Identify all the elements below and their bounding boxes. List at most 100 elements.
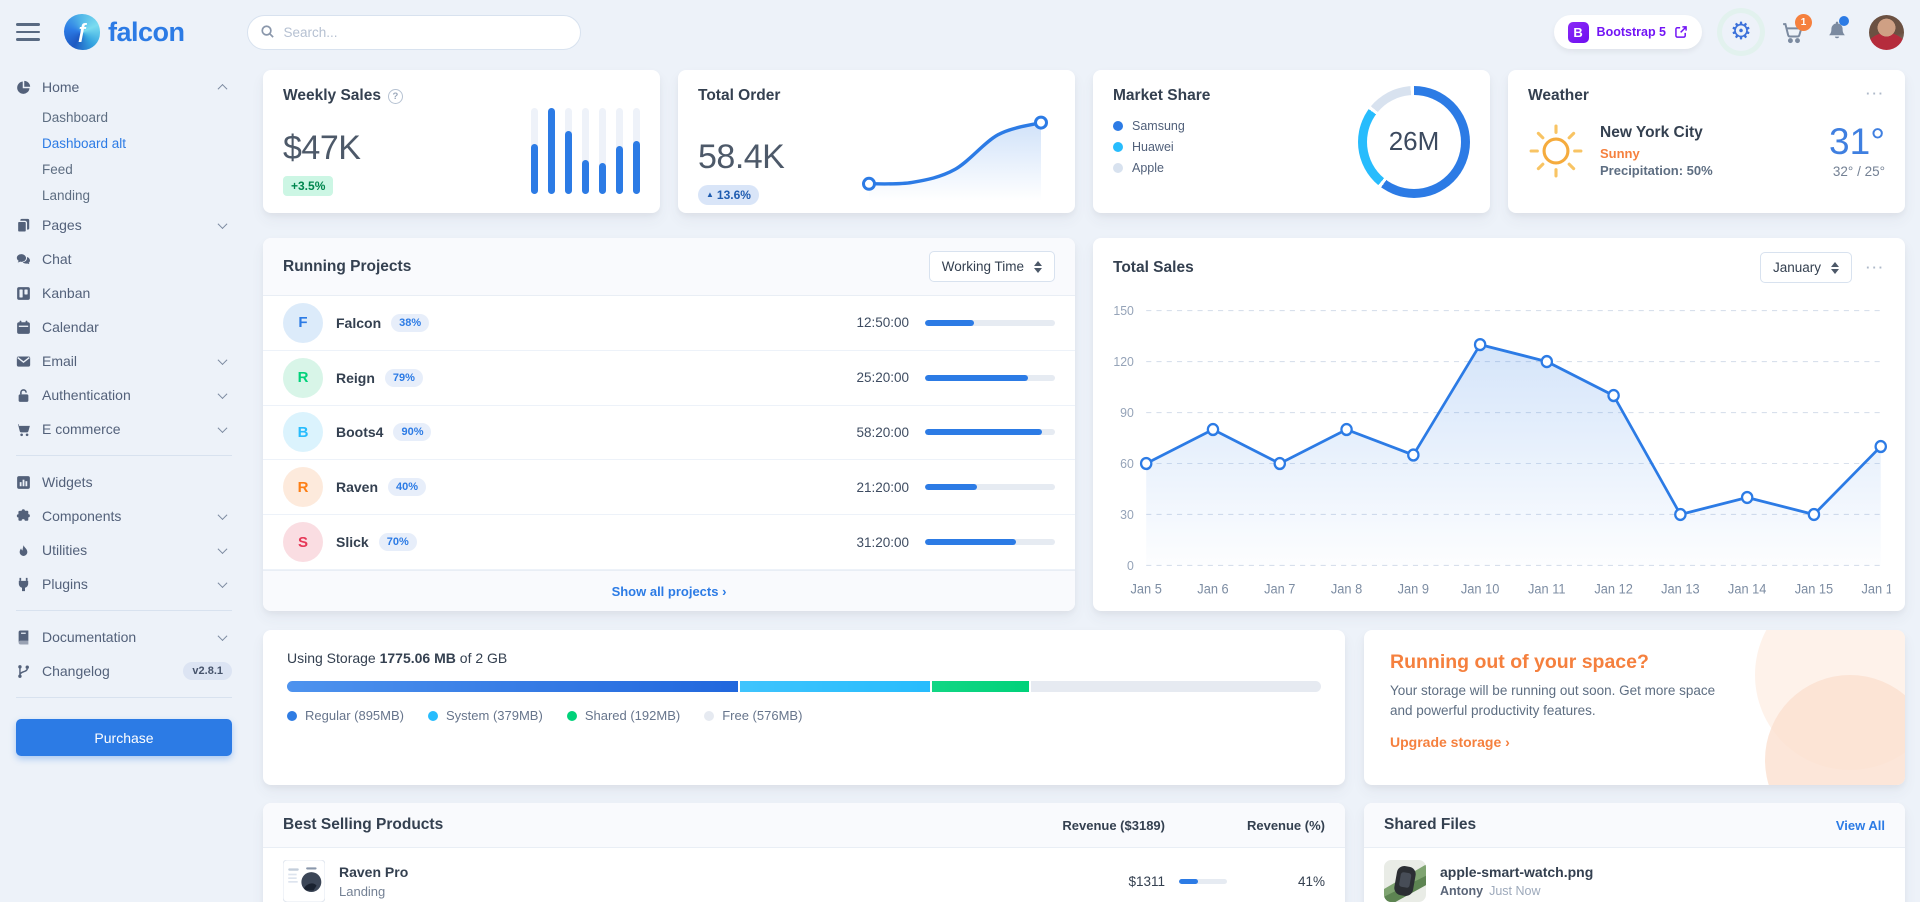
puzzle-icon xyxy=(16,508,42,524)
weather-card: Weather ··· New York City xyxy=(1508,70,1905,213)
product-thumbnail xyxy=(282,859,326,902)
project-row-raven[interactable]: R Raven 40% 21:20:00 xyxy=(263,460,1075,516)
sidebar-item-authentication[interactable]: Authentication xyxy=(16,378,232,412)
search-input[interactable] xyxy=(246,14,581,50)
project-percent-badge: 79% xyxy=(384,368,423,387)
main-content: Weekly Sales ? $47K +3.5% Total Order xyxy=(248,64,1920,902)
shopping-cart-icon[interactable]: 1 xyxy=(1780,13,1812,45)
sidebar-item-kanban[interactable]: Kanban xyxy=(16,276,232,310)
working-time-select[interactable]: Working Time xyxy=(928,251,1055,282)
legend-dot xyxy=(704,710,715,721)
purchase-button[interactable]: Purchase xyxy=(16,719,232,756)
project-avatar: S xyxy=(283,522,323,563)
sidebar-item-calendar[interactable]: Calendar xyxy=(16,310,232,344)
sidebar-item-changelog[interactable]: Changelog v2.8.1 xyxy=(16,654,232,688)
sidebar-item-home[interactable]: Home xyxy=(16,70,232,104)
sidebar-item-widgets[interactable]: Widgets xyxy=(16,465,232,499)
project-row-boots4[interactable]: B Boots4 90% 58:20:00 xyxy=(263,406,1075,461)
upgrade-title: Running out of your space? xyxy=(1390,651,1649,673)
total-sales-title: Total Sales xyxy=(1113,258,1194,276)
project-avatar: R xyxy=(283,467,323,508)
sidebar-item-pages[interactable]: Pages xyxy=(16,208,232,242)
project-row-falcon[interactable]: F Falcon 38% 12:50:00 xyxy=(263,296,1075,351)
storage-card: Using Storage 1775.06 MB of 2 GB Regular… xyxy=(263,630,1345,785)
hamburger-menu-icon[interactable] xyxy=(16,23,40,41)
legend-dot xyxy=(1113,141,1123,152)
storage-stacked-bar xyxy=(287,681,1321,692)
svg-text:Jan 5: Jan 5 xyxy=(1131,581,1162,596)
svg-text:90: 90 xyxy=(1120,406,1134,420)
product-revenue: $1311 xyxy=(1128,873,1165,889)
file-thumbnail xyxy=(1384,860,1426,902)
project-progress-bar xyxy=(925,319,1055,326)
storage-title: Using Storage 1775.06 MB of 2 GB xyxy=(287,650,508,666)
running-projects-title: Running Projects xyxy=(283,257,412,275)
storage-legend-item: Free (576MB) xyxy=(704,708,802,723)
storage-segment-regular xyxy=(287,681,738,692)
project-name: Raven xyxy=(336,479,379,496)
product-category-link[interactable]: Landing xyxy=(339,883,386,899)
legend-dot xyxy=(1113,162,1123,173)
shared-files-list: apple-smart-watch.png Antony Just Now xyxy=(1364,848,1905,902)
sidebar-divider xyxy=(16,697,232,698)
sidebar-subitem-feed[interactable]: Feed xyxy=(42,161,73,177)
falcon-logo[interactable]: ƒ falcon xyxy=(64,14,185,50)
lock-icon xyxy=(16,388,42,403)
total-order-title: Total Order xyxy=(698,87,781,104)
chevron-up-icon xyxy=(217,83,228,94)
file-name: apple-smart-watch.png xyxy=(1440,864,1594,880)
sidebar-item-label: Calendar xyxy=(42,319,99,335)
show-all-projects-link[interactable]: Show all projects › xyxy=(611,584,727,599)
svg-text:150: 150 xyxy=(1113,304,1134,318)
total-order-line-chart xyxy=(862,115,1048,201)
revenue-pct-column-header: Revenue (%) xyxy=(1246,817,1325,833)
svg-text:Jan 16: Jan 16 xyxy=(1861,581,1891,596)
weekly-bar-3 xyxy=(565,108,572,194)
sidebar-subitem-dashboard-alt[interactable]: Dashboard alt xyxy=(42,135,127,151)
pie-chart-icon xyxy=(16,80,42,95)
sidebar-item-components[interactable]: Components xyxy=(16,499,232,533)
sidebar-item-documentation[interactable]: Documentation xyxy=(16,620,232,654)
sidebar-item-label: Home xyxy=(42,79,80,95)
file-row-apple-smart-watch-png[interactable]: apple-smart-watch.png Antony Just Now xyxy=(1364,848,1905,902)
product-row-raven-pro[interactable]: Raven Pro Landing $1311 41% xyxy=(263,848,1345,902)
sidebar-item-plugins[interactable]: Plugins xyxy=(16,567,232,601)
upgrade-storage-link[interactable]: Upgrade storage › xyxy=(1390,734,1510,751)
sidebar-item-email[interactable]: Email xyxy=(16,344,232,378)
external-link-icon xyxy=(1675,26,1687,38)
sidebar-item-e-commerce[interactable]: E commerce xyxy=(16,412,232,446)
sidebar-subitem-dashboard[interactable]: Dashboard xyxy=(42,109,109,125)
market-share-center-value: 26M xyxy=(1388,126,1440,156)
book-icon xyxy=(16,629,42,645)
project-progress-bar xyxy=(925,374,1055,381)
svg-text:Jan 15: Jan 15 xyxy=(1795,581,1834,596)
sidebar-subitem-landing[interactable]: Landing xyxy=(42,187,91,203)
svg-text:Jan 11: Jan 11 xyxy=(1528,581,1566,596)
sidebar-item-label: Email xyxy=(42,353,78,369)
view-all-link[interactable]: View All xyxy=(1835,817,1885,833)
month-select[interactable]: January xyxy=(1759,252,1852,283)
project-row-reign[interactable]: R Reign 79% 25:20:00 xyxy=(263,351,1075,406)
total-order-badge: ▲ 13.6% xyxy=(698,185,759,205)
bootstrap5-badge-button[interactable]: B Bootstrap 5 xyxy=(1553,15,1702,49)
product-name: Raven Pro xyxy=(339,863,409,880)
project-row-slick[interactable]: S Slick 70% 31:20:00 xyxy=(263,515,1075,570)
cart-count-badge: 1 xyxy=(1795,13,1812,31)
sidebar-nav: Home Dashboard Dashboard alt Feed Landing Pag… xyxy=(16,70,232,698)
plug-icon xyxy=(16,577,42,592)
weather-menu-icon[interactable]: ··· xyxy=(1866,86,1885,101)
weekly-bar-4 xyxy=(582,108,589,194)
notifications-bell-icon[interactable] xyxy=(1825,16,1849,44)
help-icon[interactable]: ? xyxy=(387,88,403,104)
settings-gear-icon[interactable]: ⚙ xyxy=(1722,13,1760,51)
project-name: Reign xyxy=(336,369,375,386)
sidebar-item-chat[interactable]: Chat xyxy=(16,242,232,276)
svg-text:0: 0 xyxy=(1127,558,1134,572)
sidebar-item-label: Kanban xyxy=(42,285,91,301)
total-sales-line-chart: 0 30 60 90 120 150 Jan 5 Jan 6 Jan 7 Jan 8 Jan 9 Ja… xyxy=(1113,304,1900,597)
user-avatar[interactable] xyxy=(1869,14,1904,50)
total-sales-menu-icon[interactable]: ··· xyxy=(1866,260,1885,275)
widgets-icon xyxy=(16,475,42,490)
storage-segment-system xyxy=(739,681,931,692)
sidebar-item-utilities[interactable]: Utilities xyxy=(16,533,232,567)
